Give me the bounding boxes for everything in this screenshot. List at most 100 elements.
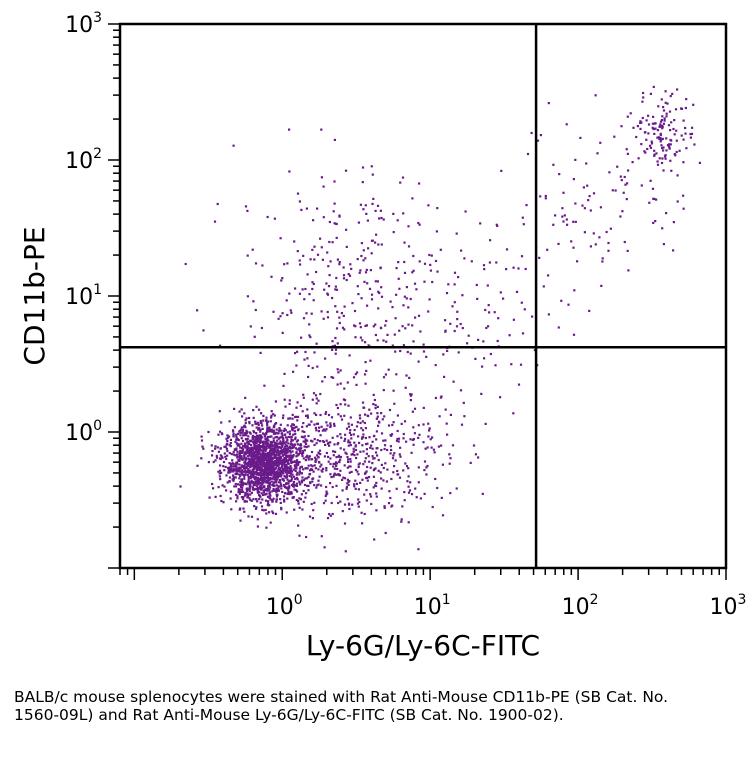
event-dot xyxy=(370,444,373,447)
event-dot xyxy=(202,329,205,332)
event-dot xyxy=(672,127,675,131)
event-dot xyxy=(214,459,217,462)
event-dot xyxy=(253,441,256,444)
event-dot xyxy=(607,249,610,252)
event-dot xyxy=(341,326,345,329)
event-dot xyxy=(318,440,321,443)
event-dot xyxy=(227,466,230,470)
event-dot xyxy=(259,437,262,440)
event-dot xyxy=(284,446,287,449)
event-dot xyxy=(407,225,410,228)
event-dot xyxy=(449,457,452,460)
event-dot xyxy=(255,426,258,429)
event-dot xyxy=(333,473,336,476)
event-dot xyxy=(255,450,258,453)
event-dot xyxy=(261,493,265,497)
event-dot xyxy=(313,245,316,248)
event-dot xyxy=(308,293,311,296)
event-dot xyxy=(232,144,235,147)
event-dot xyxy=(660,119,663,122)
event-dot xyxy=(333,180,336,183)
event-dot xyxy=(348,354,351,357)
event-dot xyxy=(219,454,222,457)
event-dot xyxy=(656,160,659,163)
event-dot xyxy=(290,460,293,463)
event-dot xyxy=(396,219,399,222)
event-dot xyxy=(247,467,250,470)
event-dot xyxy=(657,136,660,139)
event-dot xyxy=(364,436,367,440)
event-dot xyxy=(429,438,432,441)
event-dot xyxy=(670,169,673,172)
event-dot xyxy=(279,481,282,484)
event-dot xyxy=(291,413,294,416)
event-dot xyxy=(400,518,403,521)
event-dot xyxy=(233,407,236,410)
event-dot xyxy=(236,473,239,476)
event-dot xyxy=(455,232,458,235)
event-dot xyxy=(565,218,568,221)
event-dot xyxy=(354,336,357,339)
event-dot xyxy=(251,486,255,489)
event-dot xyxy=(246,441,249,444)
event-dot xyxy=(400,520,403,523)
event-dot xyxy=(253,452,256,455)
event-dot xyxy=(327,455,330,458)
event-dot xyxy=(333,472,336,475)
event-dot xyxy=(647,123,651,126)
event-dot xyxy=(250,446,253,449)
event-dot xyxy=(228,435,231,438)
event-dot xyxy=(380,487,383,490)
event-dot xyxy=(281,277,284,280)
event-dot xyxy=(346,455,349,459)
event-dot xyxy=(640,143,643,146)
event-dot xyxy=(283,464,286,467)
event-dot xyxy=(380,295,384,298)
event-dot xyxy=(422,343,425,346)
event-dot xyxy=(310,312,313,315)
event-dot xyxy=(249,325,252,328)
event-dot xyxy=(249,498,252,502)
event-dot xyxy=(276,449,280,452)
event-dot xyxy=(286,438,289,442)
event-dot xyxy=(662,106,665,109)
event-dot xyxy=(401,325,404,328)
event-dot xyxy=(232,479,235,482)
event-dot xyxy=(285,299,288,302)
event-dot xyxy=(235,433,238,436)
event-dot xyxy=(449,492,452,495)
event-dot xyxy=(238,444,241,447)
event-dot xyxy=(246,451,249,454)
event-dot xyxy=(293,444,296,447)
event-dot xyxy=(245,448,248,451)
event-dot xyxy=(355,482,358,485)
event-dot xyxy=(662,169,665,172)
event-dot xyxy=(662,146,665,149)
event-dot xyxy=(297,500,300,503)
event-dot xyxy=(295,464,299,467)
event-dot xyxy=(428,427,431,430)
event-dot xyxy=(307,484,310,487)
event-dot xyxy=(344,550,347,553)
event-dot xyxy=(573,289,576,292)
event-dot xyxy=(251,470,254,473)
event-dot xyxy=(536,139,540,142)
event-dot xyxy=(262,419,265,422)
event-dot xyxy=(225,474,228,477)
event-dot xyxy=(269,456,272,459)
event-dot xyxy=(262,448,265,451)
event-dot xyxy=(304,350,307,354)
event-dot xyxy=(281,464,284,467)
event-dot xyxy=(269,443,273,446)
event-dot xyxy=(250,491,253,494)
event-dot xyxy=(592,232,595,235)
event-dot xyxy=(345,485,348,488)
event-dot xyxy=(316,454,319,457)
event-dot xyxy=(419,497,422,500)
event-dot xyxy=(353,441,356,444)
event-dot xyxy=(287,470,290,473)
event-dot xyxy=(387,424,391,427)
event-dot xyxy=(417,548,420,551)
event-dot xyxy=(219,464,222,467)
event-dot xyxy=(219,478,222,481)
